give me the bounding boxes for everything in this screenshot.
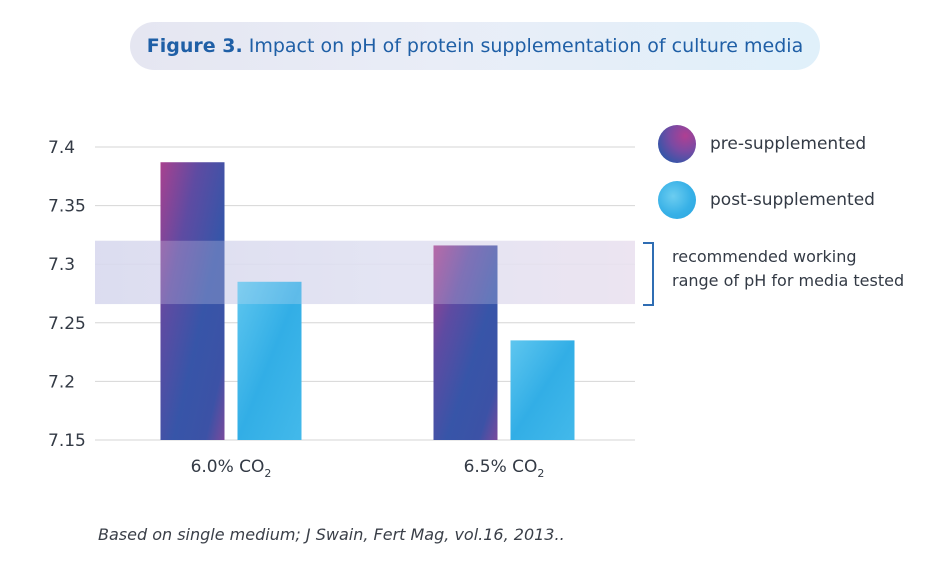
bar-pre-supplemented xyxy=(160,162,225,440)
x-tick-label: 6.0% CO2 xyxy=(191,457,272,480)
legend-swatch-post xyxy=(658,181,696,219)
y-tick-label: 7.15 xyxy=(48,431,86,451)
source-footnote: Based on single medium; J Swain, Fert Ma… xyxy=(98,525,565,544)
x-axis-ticks: 6.0% CO2 6.5% CO2 xyxy=(191,457,545,480)
figure-title: Figure 3. Impact on pH of protein supple… xyxy=(130,22,820,70)
legend-label-pre: pre-supplemented xyxy=(710,134,867,154)
recommended-range-overlay xyxy=(95,240,635,305)
range-note-line2: range of pH for media tested xyxy=(672,271,905,290)
bar-pre-supplemented xyxy=(433,245,498,440)
y-axis-ticks: 7.4 7.35 7.3 7.25 7.2 7.15 xyxy=(48,138,86,451)
figure-number: Figure 3. xyxy=(146,35,243,57)
bar-post-supplemented xyxy=(510,340,575,440)
range-bracket xyxy=(643,242,654,306)
figure-title-text: Impact on pH of protein supplementation … xyxy=(248,35,804,57)
legend-label-post: post-supplemented xyxy=(710,190,875,210)
y-tick-label: 7.3 xyxy=(48,255,75,275)
legend-item-post: post-supplemented xyxy=(658,181,875,219)
recommended-range-note: recommended working range of pH for medi… xyxy=(672,245,904,293)
y-tick-label: 7.35 xyxy=(48,197,86,217)
legend-item-pre: pre-supplemented xyxy=(658,125,866,163)
y-tick-label: 7.2 xyxy=(48,372,75,392)
bar-post-supplemented xyxy=(237,281,302,440)
y-tick-label: 7.25 xyxy=(48,314,86,334)
range-note-line1: recommended working xyxy=(672,247,857,266)
bars xyxy=(95,162,635,440)
legend-swatch-pre xyxy=(658,125,696,163)
y-tick-label: 7.4 xyxy=(48,138,75,158)
x-tick-label: 6.5% CO2 xyxy=(464,457,545,480)
